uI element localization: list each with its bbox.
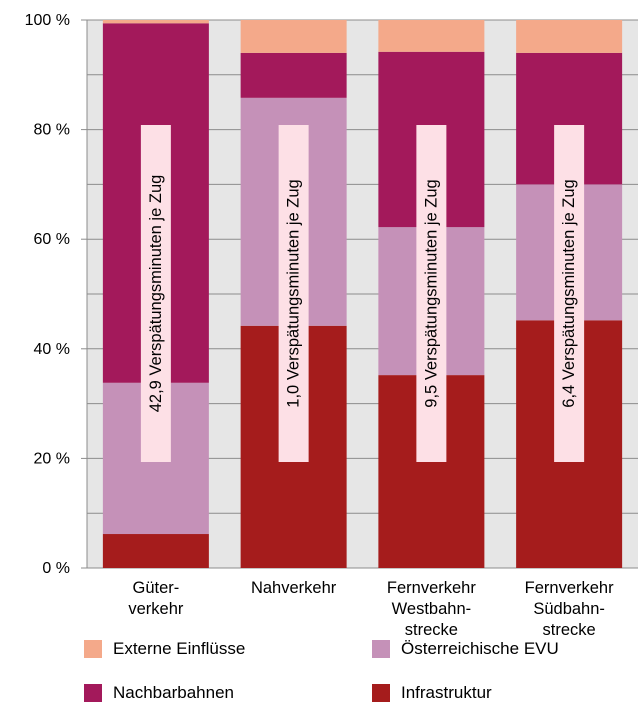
annotation-box [416,125,447,462]
x-category-label-line: Südbahn- [533,600,605,618]
legend-label-externe-einfluesse: Externe Einflüsse [113,639,246,658]
legend-label-nachbarbahnen: Nachbarbahnen [113,683,234,702]
annotation-text: 6,4 Verspätungsminuten je Zug [560,179,578,407]
bar-externe-einflusse [516,20,623,53]
legend-swatch-infrastruktur [372,684,390,702]
bar-nachbarbahnen [240,52,347,98]
y-tick-label: 60 % [34,231,70,248]
annotation-text: 42,9 Verspätungsminuten je Zug [147,175,165,413]
annotation-text: 9,5 Verspätungsminuten je Zug [422,179,440,407]
bar-infrastruktur [102,534,209,568]
bar-externe-einflusse [240,20,347,53]
x-category-label: Güter-verkehr [128,579,184,618]
x-category-label-line: Fernverkehr [525,579,614,597]
y-tick-label: 0 % [42,560,70,577]
annotation-box [278,125,309,462]
legend-item-nachbarbahnen: Nachbarbahnen [84,683,234,703]
x-category-label-line: Westbahn- [392,600,472,618]
legend-swatch-nachbarbahnen [84,684,102,702]
legend-item-externe-einfluesse: Externe Einflüsse [84,639,245,659]
x-category-label-line: Güter- [132,579,179,597]
x-category-label-line: strecke [405,621,458,639]
x-category-label: Fernverkehr Südbahn-strecke [525,579,614,639]
x-category-label-line: Fernverkehr [387,579,476,597]
annotation-text: 1,0 Verspätungsminuten je Zug [285,179,303,407]
legend-swatch-externe-einfluesse [84,640,102,658]
legend-item-oesterreichische-evu: Österreichische EVU [372,639,559,659]
legend-label-oesterreichische-evu: Österreichische EVU [401,639,559,658]
delay-annotation: 1,0 Verspätungsminuten je Zug [278,125,309,462]
annotation-box [554,125,585,462]
legend-label-infrastruktur: Infrastruktur [401,683,492,702]
bar-externe-einflusse [102,20,209,24]
legend-item-infrastruktur: Infrastruktur [372,683,492,703]
y-tick-label: 100 % [25,12,70,29]
legend-swatch-oesterreichische-evu [372,640,390,658]
x-category-label-line: Nahverkehr [251,579,337,597]
y-tick-label: 80 % [34,122,70,139]
bar-externe-einflusse [378,20,485,52]
x-category-label: Nahverkehr [251,579,337,597]
delay-annotation: 6,4 Verspätungsminuten je Zug [554,125,585,462]
delay-annotation: 42,9 Verspätungsminuten je Zug [140,125,171,462]
x-category-label-line: strecke [543,621,596,639]
y-tick-label: 20 % [34,450,70,467]
annotation-box [140,125,171,462]
y-tick-label: 40 % [34,341,70,358]
x-category-label: Fernverkehr Westbahn-strecke [387,579,476,639]
x-category-label-line: verkehr [128,600,184,618]
delay-annotation: 9,5 Verspätungsminuten je Zug [416,125,447,462]
